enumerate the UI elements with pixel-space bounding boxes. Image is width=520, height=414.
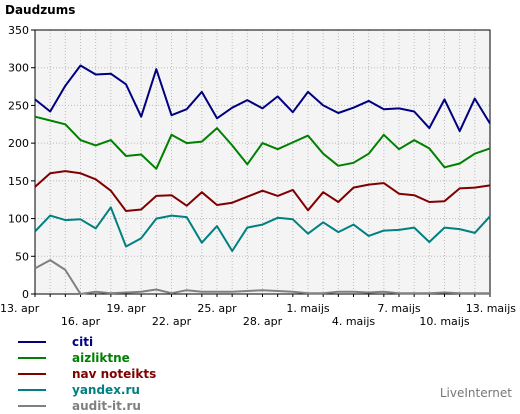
legend-label: audit-it.ru [72, 399, 141, 413]
x-tick-label: 19. apr [106, 302, 146, 315]
x-tick-label: 28. apr [243, 315, 283, 328]
x-tick-label: 7. maijs [377, 302, 421, 315]
legend-item-audit-it-ru: audit-it.ru [18, 398, 156, 414]
legend-item-nav-noteikts: nav noteikts [18, 366, 156, 382]
plot-area: 0 50 100 150 200 250 300 350 13. apr 16. apr 19. a… [0, 24, 516, 328]
legend-swatch [18, 405, 46, 407]
x-tick-label: 16. apr [61, 315, 101, 328]
series-line-aizliktne [34, 115, 491, 170]
legend-item-aizliktne: aizliktne [18, 350, 156, 366]
legend-swatch [18, 373, 46, 375]
series-line-citi [34, 64, 491, 133]
legend-label: yandex.ru [72, 383, 140, 397]
liveinternet-credit: LiveInternet [439, 386, 512, 400]
series-line-nav-noteikts [34, 170, 491, 212]
legend-swatch [18, 357, 46, 359]
x-tick-label: 13. apr [0, 302, 40, 315]
x-tick-label: 13. maijs [466, 302, 517, 315]
line-chart: Daudzums 0 50 100 150 200 250 300 350 13. apr 16.… [0, 3, 516, 328]
y-tick-label: 300 [8, 62, 29, 75]
legend-swatch [18, 389, 46, 391]
x-tick-label: 1. maijs [286, 302, 330, 315]
y-tick-label: 0 [22, 288, 29, 301]
y-tick-label: 50 [15, 250, 29, 263]
y-tick-label: 250 [8, 99, 29, 112]
legend-label: aizliktne [72, 351, 130, 365]
legend-label: citi [72, 335, 94, 349]
y-tick-label: 350 [8, 24, 29, 37]
chart-title: Daudzums [5, 3, 75, 17]
legend-item-yandex-ru: yandex.ru [18, 382, 156, 398]
x-tick-label: 25. apr [197, 302, 237, 315]
x-tick-label: 10. maijs [419, 315, 470, 328]
series-line-yandex-ru [34, 206, 491, 252]
x-tick-label: 4. maijs [332, 315, 376, 328]
y-tick-label: 150 [8, 175, 29, 188]
y-tick-label: 200 [8, 137, 29, 150]
y-tick-label: 100 [8, 213, 29, 226]
legend-label: nav noteikts [72, 367, 157, 381]
series-line-audit-it-ru [34, 259, 490, 295]
plot-border [34, 29, 491, 295]
legend-item-citi: citi [18, 334, 156, 350]
x-tick-label: 22. apr [152, 315, 192, 328]
legend-swatch [18, 341, 46, 343]
legend: citi aizliktne nav noteikts yandex.ru audit-… [18, 334, 156, 414]
